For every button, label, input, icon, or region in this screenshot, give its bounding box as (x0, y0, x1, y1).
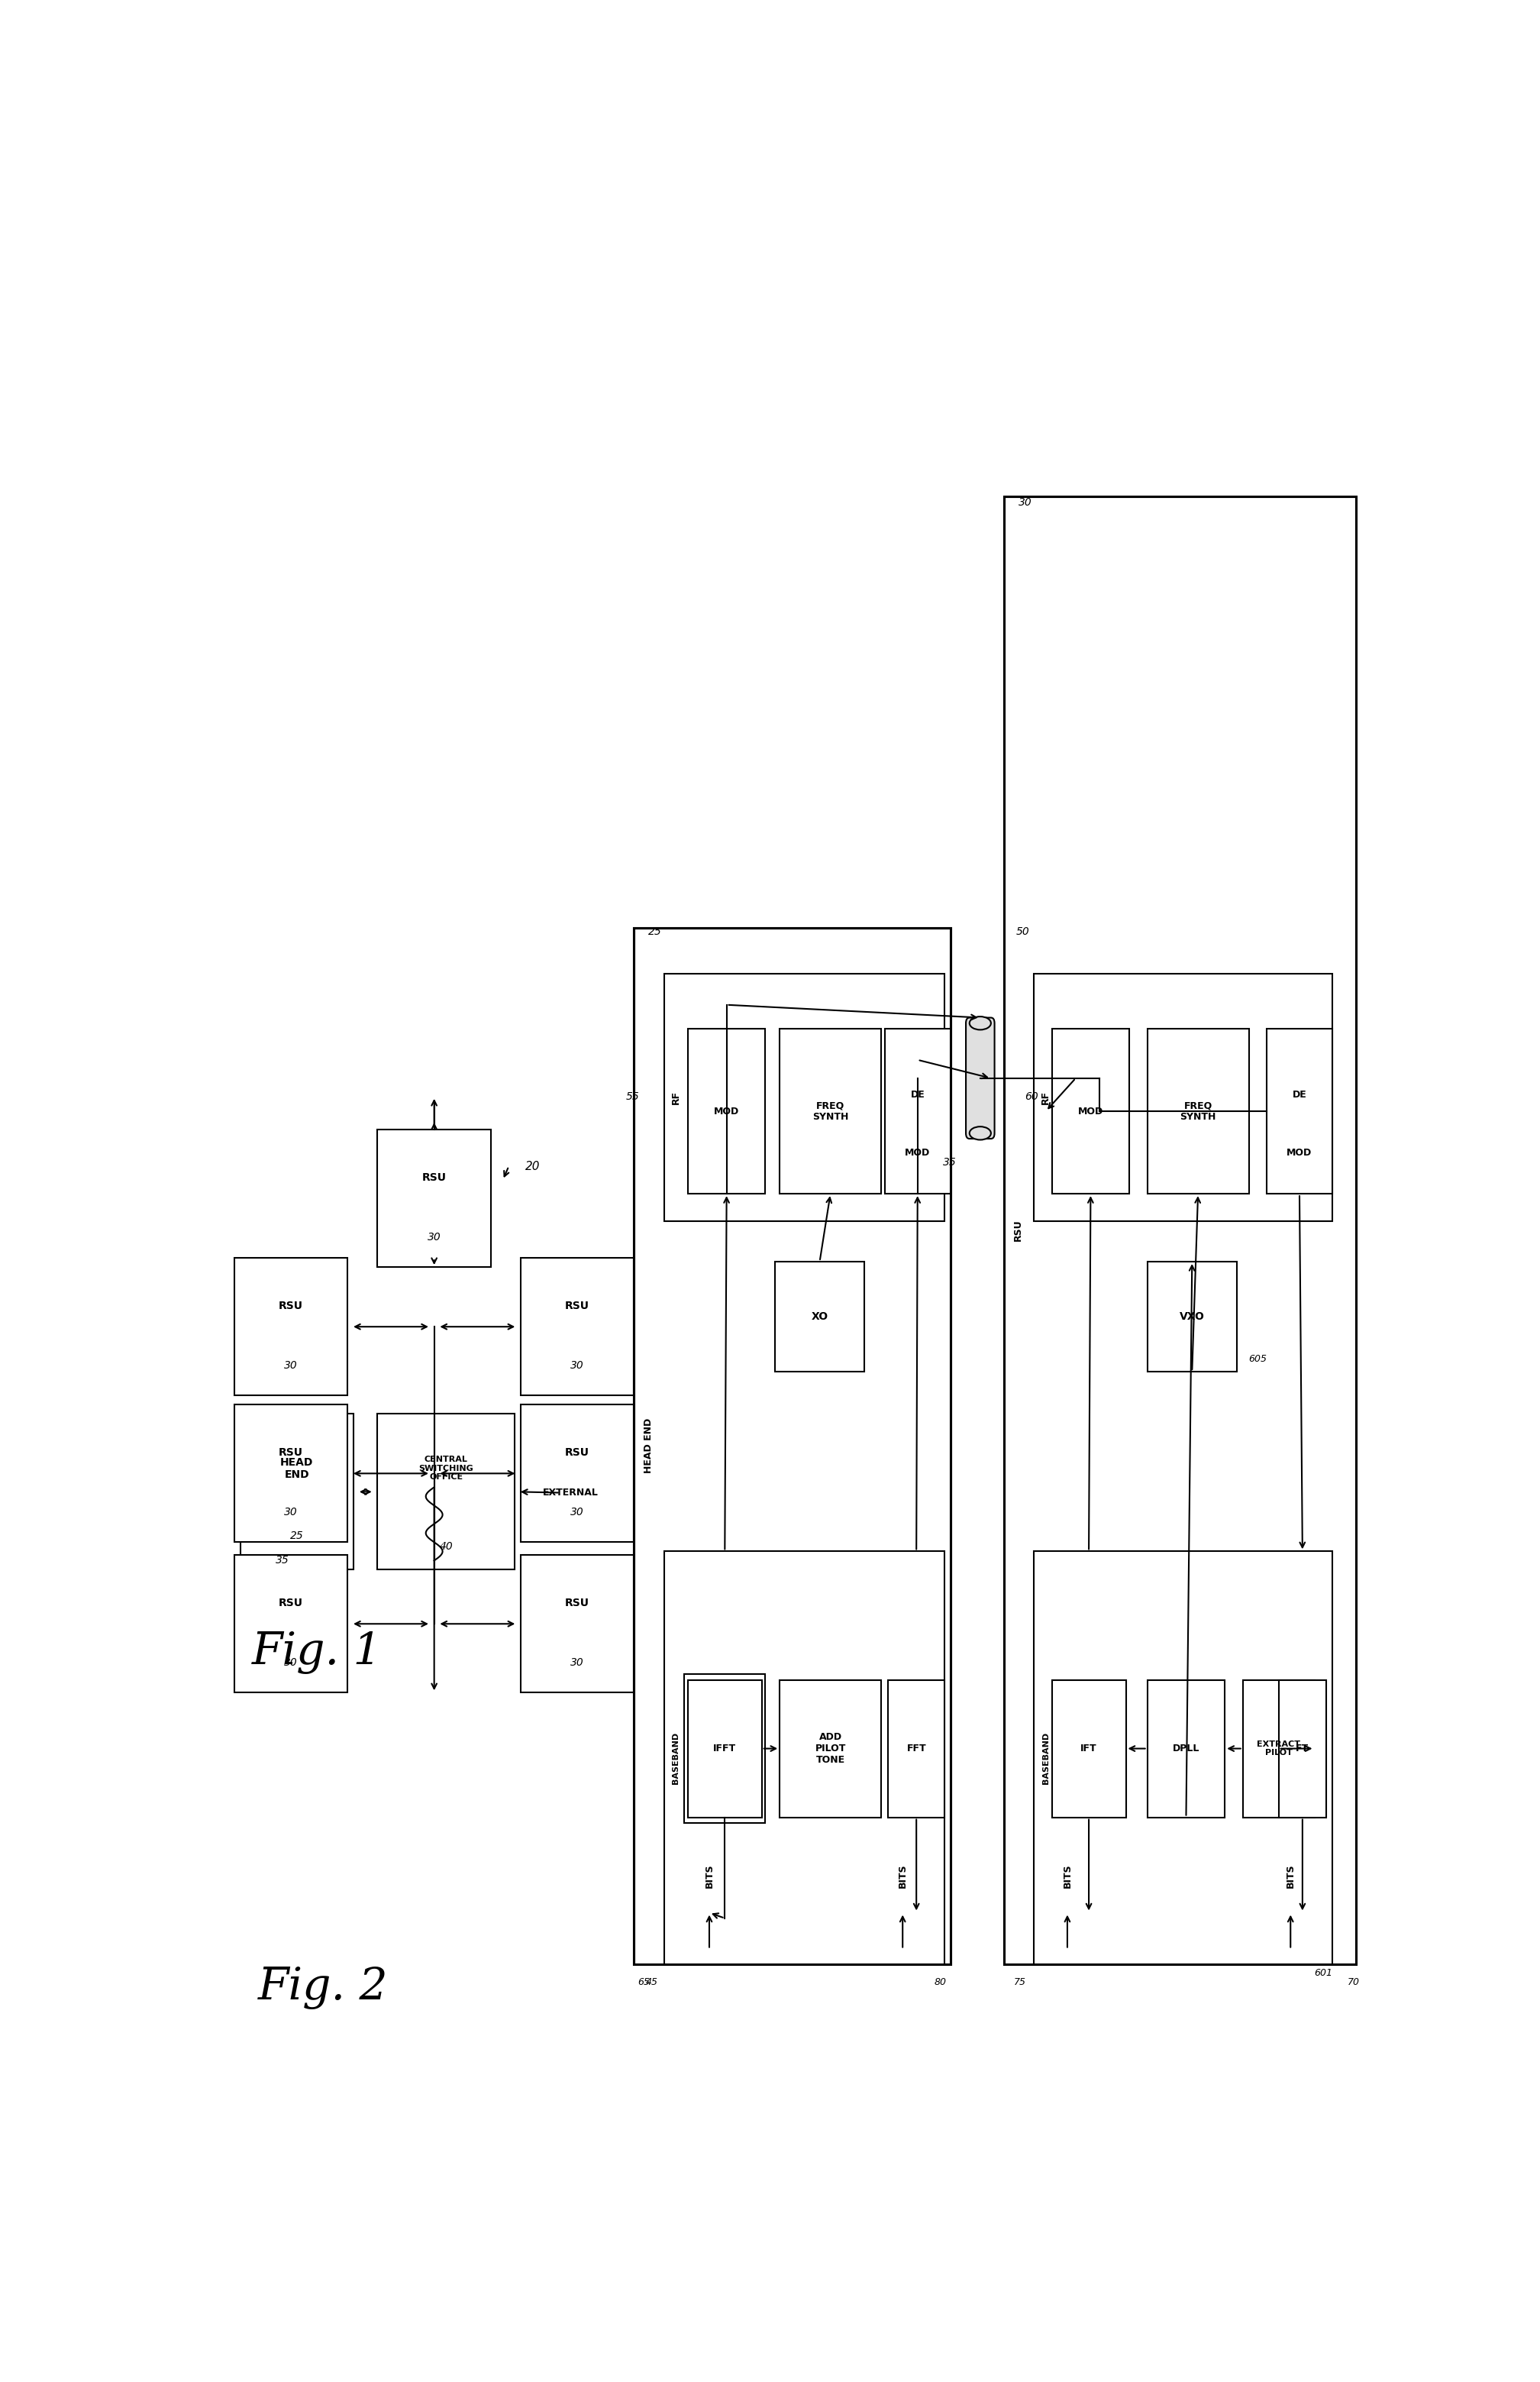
Bar (521, 1258, 634, 1396)
Text: 35: 35 (276, 1555, 290, 1565)
Text: RSU: RSU (279, 1301, 303, 1312)
Bar (1052, 1029, 1129, 1193)
Text: FT: FT (1297, 1744, 1309, 1753)
Text: 55: 55 (625, 1091, 639, 1103)
Bar (779, 1029, 881, 1193)
Bar (779, 1679, 881, 1817)
Bar (234, 1258, 348, 1396)
Text: HEAD END: HEAD END (644, 1417, 653, 1474)
Text: BITS: BITS (1063, 1865, 1072, 1889)
Text: 30: 30 (285, 1360, 297, 1370)
Text: MOD: MOD (906, 1148, 930, 1158)
Text: 30: 30 (571, 1658, 584, 1667)
Text: 75: 75 (1013, 1977, 1026, 1987)
FancyBboxPatch shape (966, 1017, 995, 1139)
Text: DPLL: DPLL (1172, 1744, 1200, 1753)
Text: BITS: BITS (1286, 1865, 1295, 1889)
Text: 30: 30 (1018, 498, 1032, 507)
Text: RSU: RSU (422, 1172, 447, 1184)
Text: RSU: RSU (565, 1598, 590, 1608)
Bar (377, 1415, 514, 1570)
Text: MOD: MOD (1078, 1105, 1103, 1117)
Bar (234, 1405, 348, 1541)
Text: 30: 30 (285, 1508, 297, 1517)
Text: FREQ
SYNTH: FREQ SYNTH (812, 1100, 849, 1122)
Text: BITS: BITS (898, 1865, 907, 1889)
Ellipse shape (970, 1127, 990, 1141)
Bar (1033, 974, 1332, 1222)
Text: 30: 30 (571, 1508, 584, 1517)
Bar (688, 1679, 762, 1817)
Text: BASEBAND: BASEBAND (671, 1732, 679, 1784)
Text: MOD: MOD (715, 1105, 739, 1117)
Bar (1147, 1679, 1224, 1817)
Text: 60: 60 (1024, 1091, 1038, 1103)
Text: CENTRAL
SWITCHING
OFFICE: CENTRAL SWITCHING OFFICE (419, 1455, 473, 1482)
Text: 25: 25 (648, 927, 662, 936)
Bar (634, 929, 950, 1965)
Bar (521, 1555, 634, 1694)
Bar (240, 1415, 354, 1570)
Bar (1267, 1029, 1332, 1193)
Text: Fig. 1: Fig. 1 (253, 1632, 382, 1675)
Bar (1147, 1029, 1249, 1193)
Bar (684, 1675, 765, 1822)
Text: 25: 25 (290, 1529, 303, 1541)
Bar (664, 1551, 944, 1965)
Bar (775, 1262, 864, 1372)
Text: FFT: FFT (907, 1744, 926, 1753)
Text: IFT: IFT (1081, 1744, 1096, 1753)
Text: DE: DE (910, 1089, 924, 1100)
Text: 70: 70 (1348, 1977, 1360, 1987)
Text: 45: 45 (647, 1977, 658, 1987)
Text: ADD
PILOT
TONE: ADD PILOT TONE (815, 1732, 845, 1765)
Bar (664, 974, 944, 1222)
Text: FREQ
SYNTH: FREQ SYNTH (1180, 1100, 1217, 1122)
Text: RSU: RSU (1013, 1220, 1024, 1241)
Bar (889, 1679, 944, 1817)
Bar (1243, 1679, 1315, 1817)
Bar (1278, 1679, 1326, 1817)
Text: RSU: RSU (279, 1598, 303, 1608)
Text: IFFT: IFFT (713, 1744, 736, 1753)
Text: 605: 605 (1249, 1353, 1267, 1365)
Text: RSU: RSU (565, 1448, 590, 1458)
Text: 601: 601 (1315, 1968, 1332, 1977)
Text: 30: 30 (285, 1658, 297, 1667)
Text: VXO: VXO (1180, 1310, 1204, 1322)
Text: Fig. 2: Fig. 2 (259, 1968, 388, 2010)
Text: 30: 30 (428, 1231, 440, 1241)
Text: 35: 35 (942, 1158, 956, 1167)
Bar (1147, 1262, 1237, 1372)
Text: BITS: BITS (704, 1865, 715, 1889)
Bar (377, 1129, 491, 1267)
Text: MOD: MOD (1287, 1148, 1312, 1158)
Text: 80: 80 (935, 1977, 947, 1987)
Bar (688, 1029, 765, 1193)
Text: XO: XO (812, 1310, 829, 1322)
Bar (884, 1029, 950, 1193)
Bar (1033, 1551, 1332, 1965)
Text: RSU: RSU (279, 1448, 303, 1458)
Text: RSU: RSU (565, 1301, 590, 1312)
Bar (1004, 498, 1357, 1965)
Ellipse shape (970, 1017, 990, 1029)
Bar (1052, 1679, 1126, 1817)
Text: RF: RF (671, 1091, 681, 1105)
Bar (521, 1405, 634, 1541)
Text: 30: 30 (571, 1360, 584, 1370)
Text: BASEBAND: BASEBAND (1043, 1732, 1050, 1784)
Text: 20: 20 (525, 1160, 541, 1172)
Text: 50: 50 (1016, 927, 1030, 936)
Text: RF: RF (1041, 1091, 1050, 1105)
Bar (234, 1555, 348, 1694)
Text: 65: 65 (638, 1977, 650, 1987)
Text: EXTRACT
PILOT: EXTRACT PILOT (1257, 1741, 1300, 1758)
Text: 40: 40 (439, 1541, 453, 1551)
Text: EXTERNAL: EXTERNAL (544, 1489, 599, 1498)
Text: DE: DE (1292, 1089, 1306, 1100)
Text: HEAD
END: HEAD END (280, 1458, 314, 1479)
